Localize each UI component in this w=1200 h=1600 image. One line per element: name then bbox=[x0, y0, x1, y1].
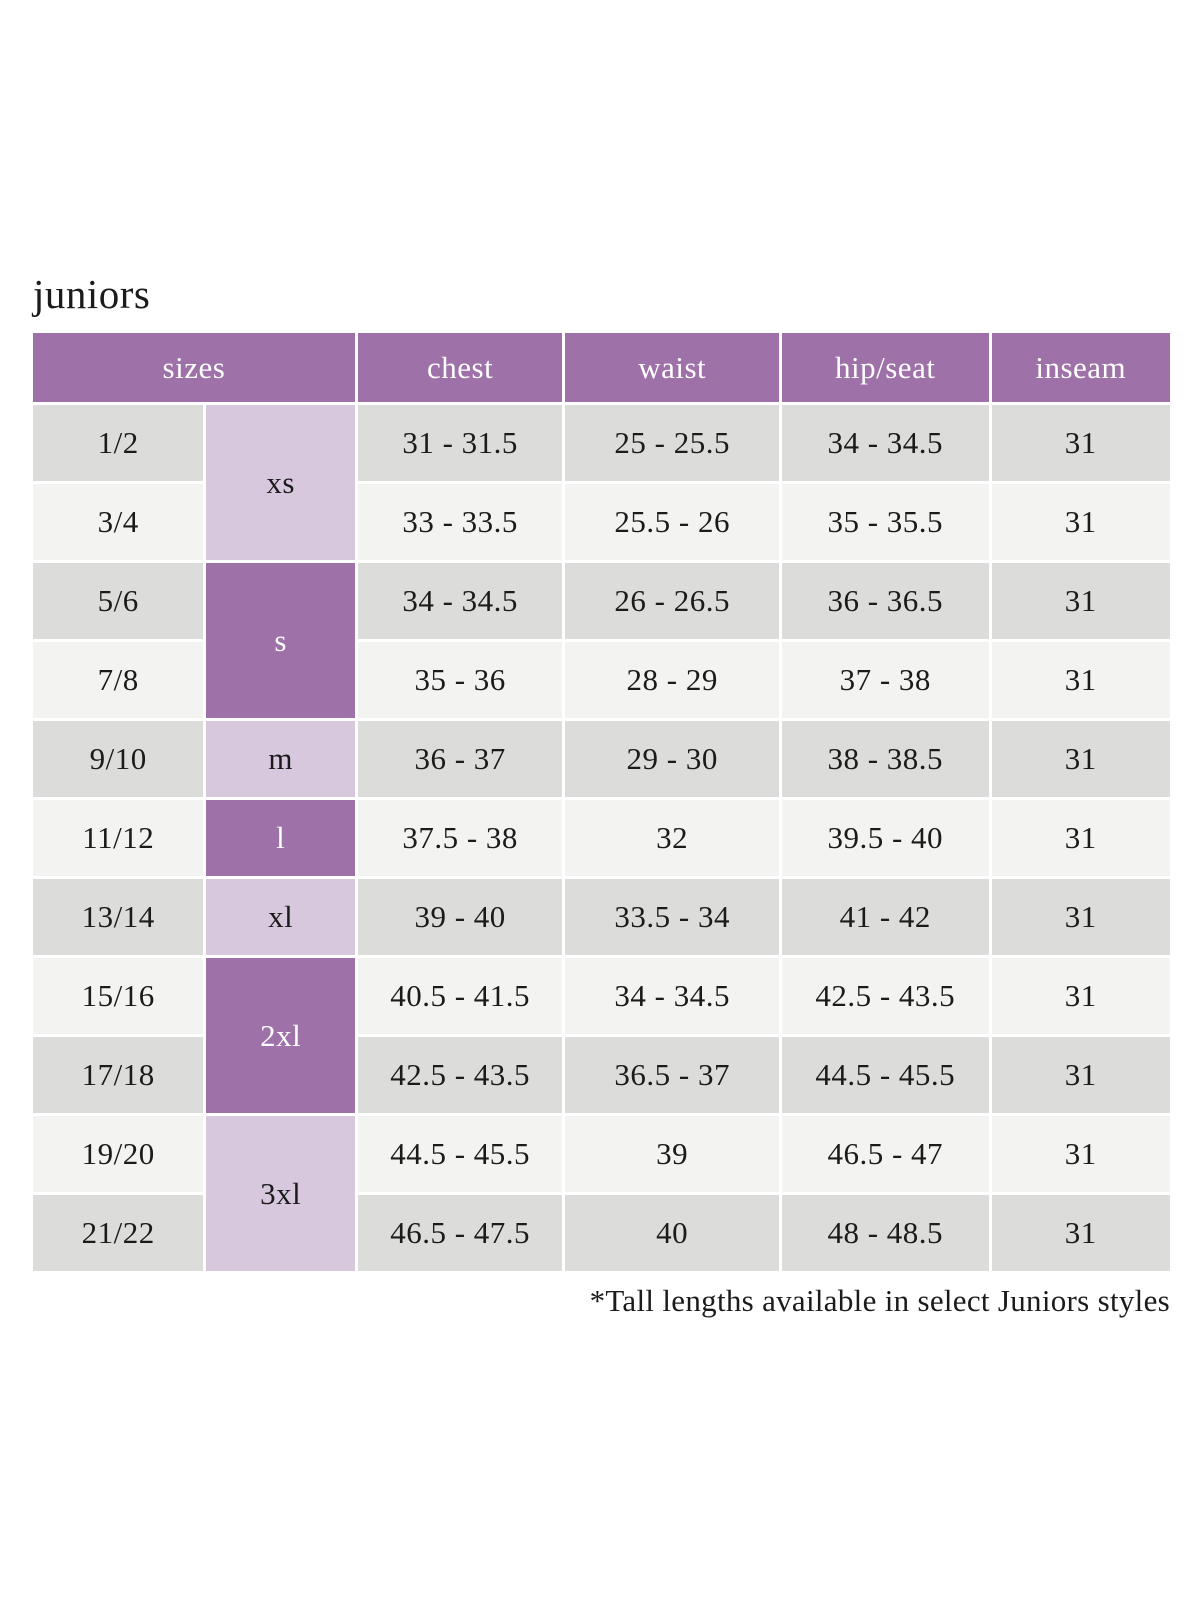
table-row: 15/16 2xl 40.5 - 41.5 34 - 34.5 42.5 - 4… bbox=[33, 958, 1170, 1114]
inseam-cell: 31 bbox=[991, 721, 1170, 798]
size-group-cell-m: m bbox=[206, 721, 355, 798]
size-group-cell-l: l bbox=[206, 800, 355, 877]
hip-seat-cell: 44.5 - 45.5 bbox=[781, 1037, 989, 1114]
waist-cell: 29 - 30 bbox=[565, 721, 779, 798]
waist-cell: 32 bbox=[565, 800, 779, 877]
chest-cell: 42.5 - 43.5 bbox=[357, 1037, 563, 1114]
tall-lengths-footnote: *Tall lengths available in select Junior… bbox=[589, 1283, 1170, 1319]
size-group-cell-2xl: 2xl bbox=[206, 958, 355, 1114]
size-cell: 17/18 bbox=[33, 1037, 204, 1114]
chest-cell: 37.5 - 38 bbox=[357, 800, 563, 877]
hip-seat-cell: 41 - 42 bbox=[781, 879, 989, 956]
waist-cell: 25 - 25.5 bbox=[565, 405, 779, 482]
column-header-inseam: inseam bbox=[991, 333, 1170, 403]
waist-cell: 39 bbox=[565, 1116, 779, 1193]
hip-seat-cell: 48 - 48.5 bbox=[781, 1195, 989, 1272]
column-header-waist: waist bbox=[565, 333, 779, 403]
hip-seat-cell: 35 - 35.5 bbox=[781, 484, 989, 561]
size-group-cell-3xl: 3xl bbox=[206, 1116, 355, 1272]
size-cell: 13/14 bbox=[33, 879, 204, 956]
inseam-cell: 31 bbox=[991, 405, 1170, 482]
waist-cell: 26 - 26.5 bbox=[565, 563, 779, 640]
table-row: 21/22 46.5 - 47.5 40 48 - 48.5 31 bbox=[33, 1195, 1170, 1272]
juniors-size-table: sizes chest waist hip/seat inseam 1/2 xs… bbox=[30, 330, 1173, 1274]
hip-seat-cell: 46.5 - 47 bbox=[781, 1116, 989, 1193]
waist-cell: 28 - 29 bbox=[565, 642, 779, 719]
hip-seat-cell: 36 - 36.5 bbox=[781, 563, 989, 640]
waist-cell: 36.5 - 37 bbox=[565, 1037, 779, 1114]
chest-cell: 31 - 31.5 bbox=[357, 405, 563, 482]
size-cell: 19/20 bbox=[33, 1116, 204, 1193]
size-group-cell-s: s bbox=[206, 563, 355, 719]
chest-cell: 46.5 - 47.5 bbox=[357, 1195, 563, 1272]
size-cell: 3/4 bbox=[33, 484, 204, 561]
table-row: 9/10 m 36 - 37 29 - 30 38 - 38.5 31 bbox=[33, 721, 1170, 798]
chest-cell: 44.5 - 45.5 bbox=[357, 1116, 563, 1193]
size-chart-section: juniors sizes chest waist hip/seat insea… bbox=[30, 271, 1173, 1319]
waist-cell: 34 - 34.5 bbox=[565, 958, 779, 1035]
table-row: 11/12 l 37.5 - 38 32 39.5 - 40 31 bbox=[33, 800, 1170, 877]
waist-cell: 25.5 - 26 bbox=[565, 484, 779, 561]
inseam-cell: 31 bbox=[991, 642, 1170, 719]
column-header-chest: chest bbox=[357, 333, 563, 403]
size-cell: 7/8 bbox=[33, 642, 204, 719]
table-row: 19/20 3xl 44.5 - 45.5 39 46.5 - 47 31 bbox=[33, 1116, 1170, 1272]
size-group-cell-xs: xs bbox=[206, 405, 355, 561]
column-header-hip-seat: hip/seat bbox=[781, 333, 989, 403]
hip-seat-cell: 42.5 - 43.5 bbox=[781, 958, 989, 1035]
chest-cell: 34 - 34.5 bbox=[357, 563, 563, 640]
chest-cell: 39 - 40 bbox=[357, 879, 563, 956]
inseam-cell: 31 bbox=[991, 484, 1170, 561]
column-header-sizes: sizes bbox=[33, 333, 355, 403]
table-row: 3/4 33 - 33.5 25.5 - 26 35 - 35.5 31 bbox=[33, 484, 1170, 561]
chart-title: juniors bbox=[33, 271, 151, 317]
chest-cell: 36 - 37 bbox=[357, 721, 563, 798]
chest-cell: 35 - 36 bbox=[357, 642, 563, 719]
table-row: 5/6 s 34 - 34.5 26 - 26.5 36 - 36.5 31 bbox=[33, 563, 1170, 719]
inseam-cell: 31 bbox=[991, 800, 1170, 877]
size-cell: 1/2 bbox=[33, 405, 204, 482]
chest-cell: 40.5 - 41.5 bbox=[357, 958, 563, 1035]
inseam-cell: 31 bbox=[991, 1195, 1170, 1272]
size-cell: 9/10 bbox=[33, 721, 204, 798]
hip-seat-cell: 39.5 - 40 bbox=[781, 800, 989, 877]
header-row: sizes chest waist hip/seat inseam bbox=[33, 333, 1170, 403]
inseam-cell: 31 bbox=[991, 879, 1170, 956]
table-row: 1/2 xs 31 - 31.5 25 - 25.5 34 - 34.5 31 bbox=[33, 405, 1170, 561]
size-group-cell-xl: xl bbox=[206, 879, 355, 956]
size-cell: 15/16 bbox=[33, 958, 204, 1035]
size-cell: 21/22 bbox=[33, 1195, 204, 1272]
waist-cell: 40 bbox=[565, 1195, 779, 1272]
size-cell: 11/12 bbox=[33, 800, 204, 877]
inseam-cell: 31 bbox=[991, 1116, 1170, 1193]
inseam-cell: 31 bbox=[991, 563, 1170, 640]
hip-seat-cell: 34 - 34.5 bbox=[781, 405, 989, 482]
hip-seat-cell: 37 - 38 bbox=[781, 642, 989, 719]
hip-seat-cell: 38 - 38.5 bbox=[781, 721, 989, 798]
inseam-cell: 31 bbox=[991, 1037, 1170, 1114]
chest-cell: 33 - 33.5 bbox=[357, 484, 563, 561]
table-row: 13/14 xl 39 - 40 33.5 - 34 41 - 42 31 bbox=[33, 879, 1170, 956]
table-row: 7/8 35 - 36 28 - 29 37 - 38 31 bbox=[33, 642, 1170, 719]
inseam-cell: 31 bbox=[991, 958, 1170, 1035]
table-row: 17/18 42.5 - 43.5 36.5 - 37 44.5 - 45.5 … bbox=[33, 1037, 1170, 1114]
waist-cell: 33.5 - 34 bbox=[565, 879, 779, 956]
size-cell: 5/6 bbox=[33, 563, 204, 640]
